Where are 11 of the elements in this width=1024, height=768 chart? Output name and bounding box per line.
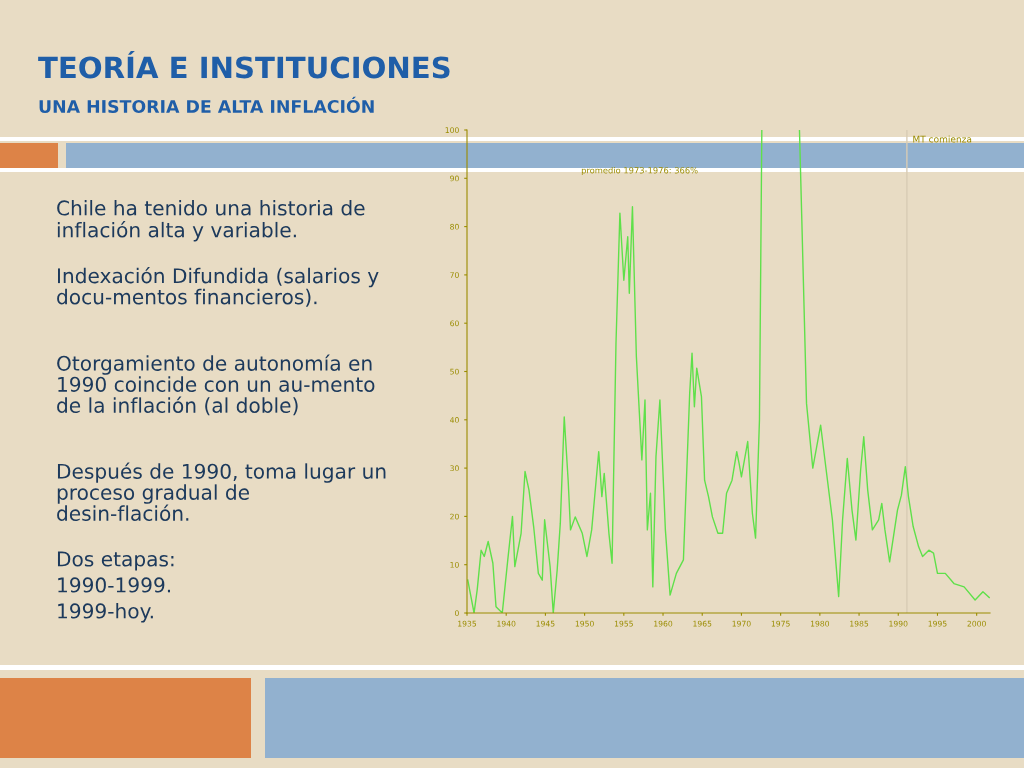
text: Indexación Difundida (salarios y docu-mentos financieros). bbox=[57, 267, 379, 307]
text: Dos etapas: bbox=[57, 551, 174, 571]
chart-title: TEORÍA E INSTITUCIONES bbox=[38, 51, 450, 79]
text: Después de 1990, toma lugar un proceso gradual de desin-flación. bbox=[57, 462, 386, 521]
annotation: promedio 1973-1976: 366% bbox=[581, 167, 698, 176]
ref-line-label: MT comienza bbox=[913, 135, 972, 143]
text: UNA HISTORIA DE ALTA INFLACIÓN bbox=[39, 96, 374, 114]
text: 1990-1999. bbox=[58, 577, 170, 593]
text: Chile ha tenido una historia de inflación alta y variable. bbox=[57, 200, 365, 242]
text: 1999-hoy. bbox=[58, 603, 153, 623]
text: Otorgamiento de autonomía en 1990 coincide con un au-mento de la inflación (al doble) bbox=[57, 354, 375, 416]
